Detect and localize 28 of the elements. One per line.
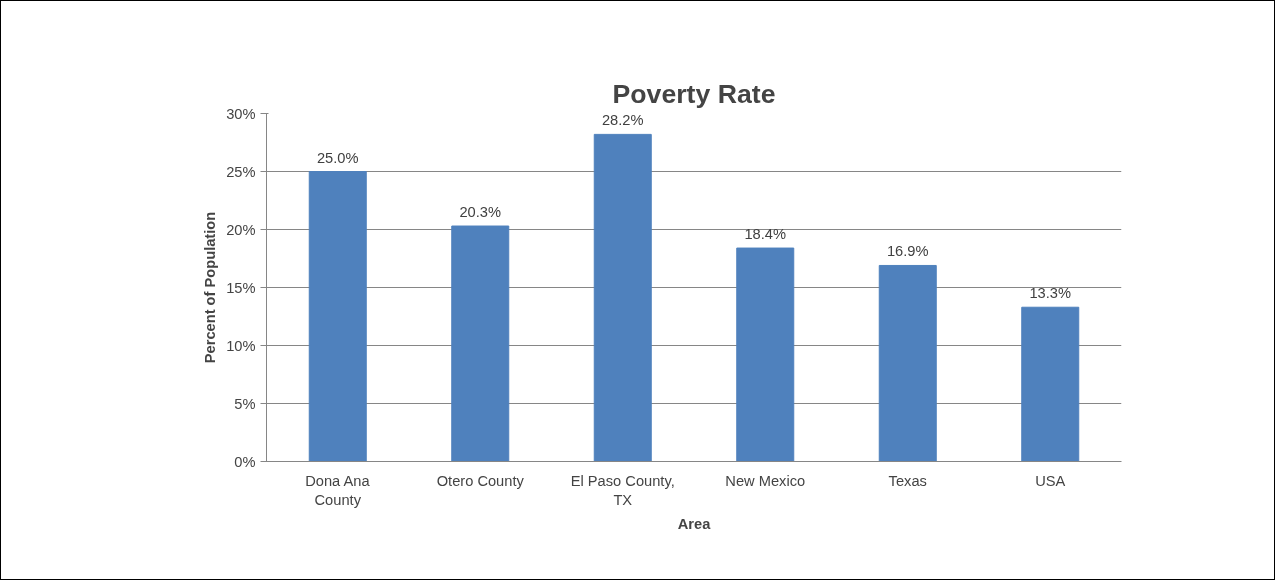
x-tick-label: Texas bbox=[888, 472, 927, 489]
data-label: 20.3% bbox=[459, 204, 502, 221]
x-tick-label: USA bbox=[1035, 472, 1066, 489]
y-tick-label: 25% bbox=[226, 163, 256, 180]
bar bbox=[308, 171, 367, 462]
y-tick-label: 20% bbox=[226, 221, 256, 238]
bar bbox=[593, 133, 652, 462]
y-tick-label: 15% bbox=[226, 279, 256, 296]
bar bbox=[451, 225, 510, 462]
x-axis-title: Area bbox=[677, 515, 712, 532]
y-tick-label: 10% bbox=[226, 337, 256, 354]
bar bbox=[1021, 306, 1080, 462]
bar bbox=[878, 264, 937, 462]
chart-title: Poverty Rate bbox=[612, 78, 776, 109]
data-label: 16.9% bbox=[886, 243, 929, 260]
data-label: 28.2% bbox=[601, 112, 644, 129]
y-tick-label: 0% bbox=[234, 453, 256, 470]
data-label: 13.3% bbox=[1029, 285, 1072, 302]
data-label: 25.0% bbox=[316, 149, 359, 166]
x-tick-label: Dona Ana County bbox=[305, 472, 371, 508]
data-label: 18.4% bbox=[744, 226, 787, 243]
y-tick-label: 30% bbox=[226, 105, 256, 122]
x-tick-label: El Paso County, TX bbox=[570, 472, 675, 508]
bar bbox=[736, 247, 795, 462]
x-tick-label: New Mexico bbox=[725, 472, 806, 489]
y-axis-title: Percent of Population bbox=[202, 211, 219, 364]
x-tick-label: Otero County bbox=[436, 472, 525, 489]
y-tick-label: 5% bbox=[234, 395, 256, 412]
